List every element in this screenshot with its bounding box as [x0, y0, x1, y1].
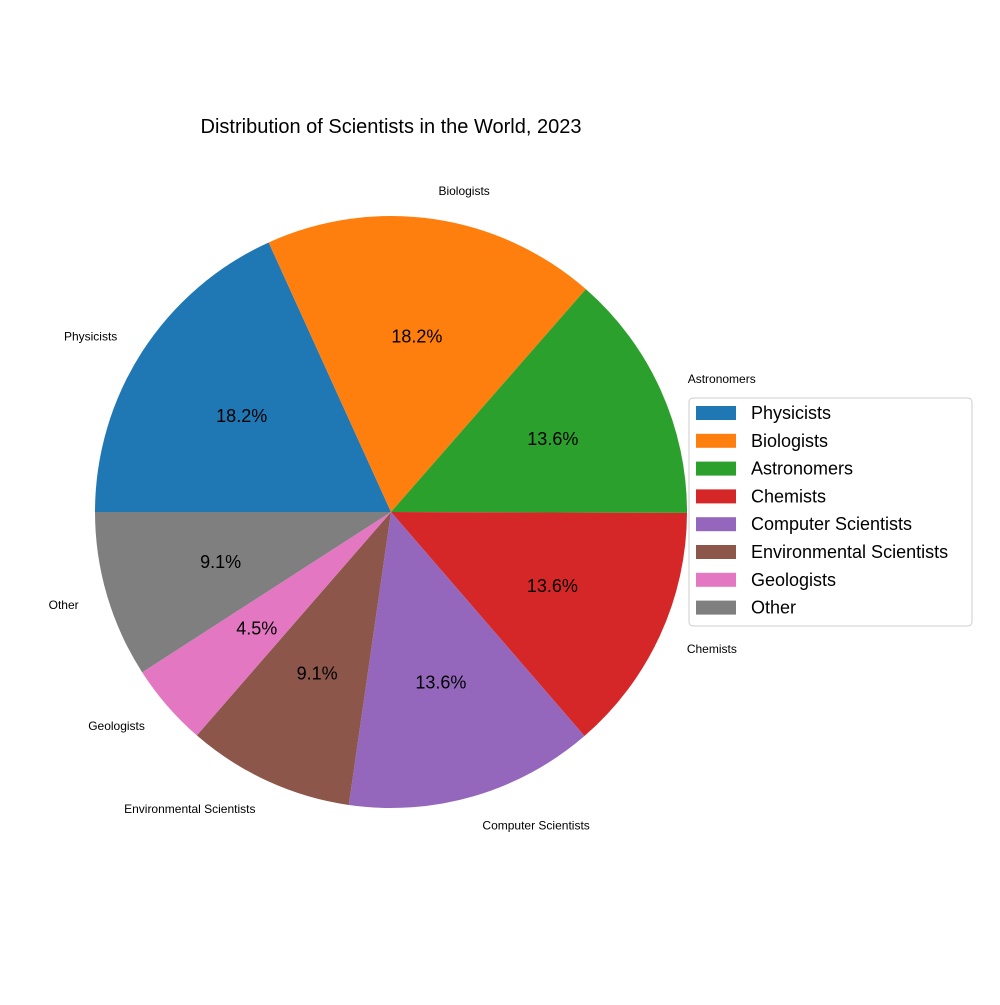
legend-label-biologists: Biologists [751, 431, 828, 451]
legend-label-geologists: Geologists [751, 570, 836, 590]
pie-slices [95, 216, 688, 808]
pct-label-astronomers: 13.6% [527, 429, 578, 449]
pie-slice-environmental-scientists [196, 512, 391, 805]
pct-label-biologists: 18.2% [391, 326, 442, 346]
pct-label-other: 9.1% [200, 552, 241, 572]
legend: Physicists Biologists Astronomers Chemists C… [688, 397, 973, 627]
legend-label-astronomers: Astronomers [751, 459, 853, 479]
legend-label-physicists: Physicists [751, 403, 831, 423]
legend-swatch-environmental-scientists [696, 545, 736, 559]
legend-swatch-biologists [696, 433, 736, 448]
pie-slice-geologists [142, 512, 391, 736]
legend-swatch-chemists [696, 489, 736, 504]
pie-slice-chemists [391, 512, 687, 737]
category-labels: Physicists Biologists Astronomers Chemists C… [49, 184, 756, 833]
pct-label-physicists: 18.2% [216, 406, 267, 426]
pie-slice-other [95, 512, 391, 673]
category-label-environmental-scientists: Environmental Scientists [124, 802, 255, 816]
legend-label-other: Other [751, 598, 796, 618]
category-label-geologists: Geologists [88, 719, 145, 733]
legend-swatch-geologists [696, 572, 736, 587]
category-label-physicists: Physicists [64, 330, 117, 344]
legend-label-environmental-scientists: Environmental Scientists [751, 542, 948, 562]
legend-label-chemists: Chemists [751, 486, 826, 506]
pct-label-geologists: 4.5% [236, 618, 277, 638]
legend-swatch-computer-scientists [696, 517, 736, 532]
legend-swatch-astronomers [696, 461, 736, 476]
category-label-computer-scientists: Computer Scientists [482, 819, 589, 833]
category-label-biologists: Biologists [438, 184, 489, 198]
legend-frame [688, 397, 973, 627]
chart-title: Distribution of Scientists in the World,… [201, 116, 582, 138]
legend-swatch-physicists [696, 406, 736, 420]
legend-swatch-other [696, 600, 736, 615]
percentage-labels: 18.2% 18.2% 13.6% 13.6% 13.6% 9.1% 4.5% 9.1% [200, 326, 578, 692]
pct-label-environmental-scientists: 9.1% [297, 663, 338, 683]
category-label-astronomers: Astronomers [688, 372, 756, 386]
pct-label-computer-scientists: 13.6% [415, 672, 466, 692]
pie-slice-physicists [95, 242, 391, 512]
category-label-chemists: Chemists [687, 642, 737, 656]
category-label-other: Other [49, 598, 79, 612]
pct-label-chemists: 13.6% [527, 576, 578, 596]
legend-label-computer-scientists: Computer Scientists [751, 514, 912, 534]
pie-slice-astronomers [391, 289, 688, 513]
pie-slice-computer-scientists [348, 512, 585, 808]
pie-slice-biologists [268, 216, 586, 513]
